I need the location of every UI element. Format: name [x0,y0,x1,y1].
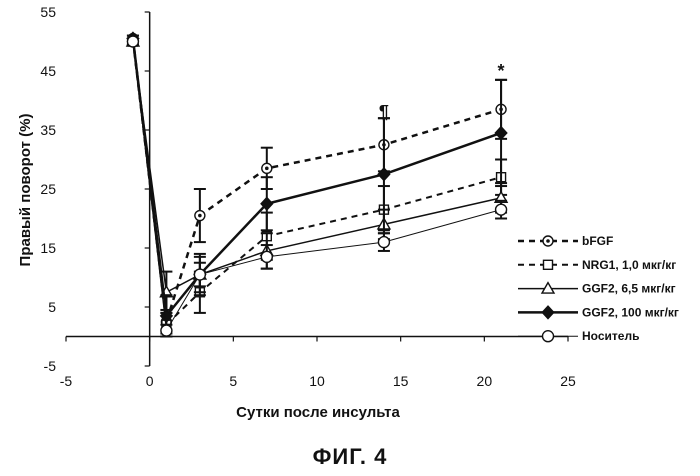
series-line [131,38,502,323]
x-tick-label: 0 [146,373,154,389]
legend-marker [541,330,555,343]
y-tick-label: 15 [40,240,56,256]
x-tick-label: 15 [393,373,409,389]
y-tick-label: 45 [40,63,56,79]
series-group [125,31,509,338]
series-1 [126,32,508,335]
legend-label: GGF2, 100 мкг/кг [582,305,679,319]
legend-item: GGF2, 6,5 мкг/кг [518,281,676,296]
significance-mark: ¶ [379,102,389,122]
x-tick-label: -5 [60,373,73,389]
legend-item: Носитель [518,329,639,343]
data-point [261,162,273,175]
annotations: ¶* [379,61,505,122]
legend-label: GGF2, 6,5 мкг/кг [582,282,676,296]
figure-caption: ФИГ. 4 [312,444,388,469]
axes [65,11,569,367]
x-tick-label: 10 [309,373,325,389]
series-line [131,38,502,319]
legend: bFGF NRG1, 1,0 мкг/кг GGF2, 6,5 мкг/кг GGF2… [518,234,679,343]
data-point [159,308,174,324]
series-3 [125,34,509,314]
x-tick-label: 25 [560,373,576,389]
x-tick-label: 5 [229,373,237,389]
series-line [132,41,502,333]
legend-label: NRG1, 1,0 мкг/кг [582,258,676,272]
legend-item: bFGF [518,234,613,248]
data-point [494,125,508,141]
data-point [126,35,140,48]
y-tick-label: -5 [44,358,57,374]
series-4 [126,31,508,338]
significance-mark: * [498,61,505,81]
data-point [377,167,391,182]
series-2 [126,36,508,338]
x-tick-label: 20 [477,373,493,389]
data-point [160,324,173,337]
data-point [260,196,274,211]
x-axis-title: Сутки после инсульта [236,404,400,421]
data-point [193,268,207,281]
legend-item: GGF2, 100 мкг/кг [518,305,679,320]
legend-label: Носитель [582,329,639,343]
legend-item: NRG1, 1,0 мкг/кг [518,258,676,272]
y-tick-label: 35 [40,122,56,138]
legend-marker [542,235,554,247]
data-point [377,235,391,249]
series-line [132,41,502,294]
data-point [494,203,508,216]
y-tick-label: 5 [48,299,56,315]
legend-label: bFGF [582,234,613,248]
y-tick-label: 25 [40,181,56,197]
y-tick-label: 55 [40,4,56,20]
y-axis-title: Правый поворот (%) [17,114,34,267]
legend-marker [541,305,555,320]
data-point [260,250,273,264]
data-point [194,209,206,222]
series-line [131,41,502,327]
tick-labels: -5 5 15 25 35 45 55 -5 0 5 10 15 20 25 [40,4,576,389]
legend-marker [542,259,554,270]
series-5 [126,35,508,338]
legend-marker [540,281,556,294]
